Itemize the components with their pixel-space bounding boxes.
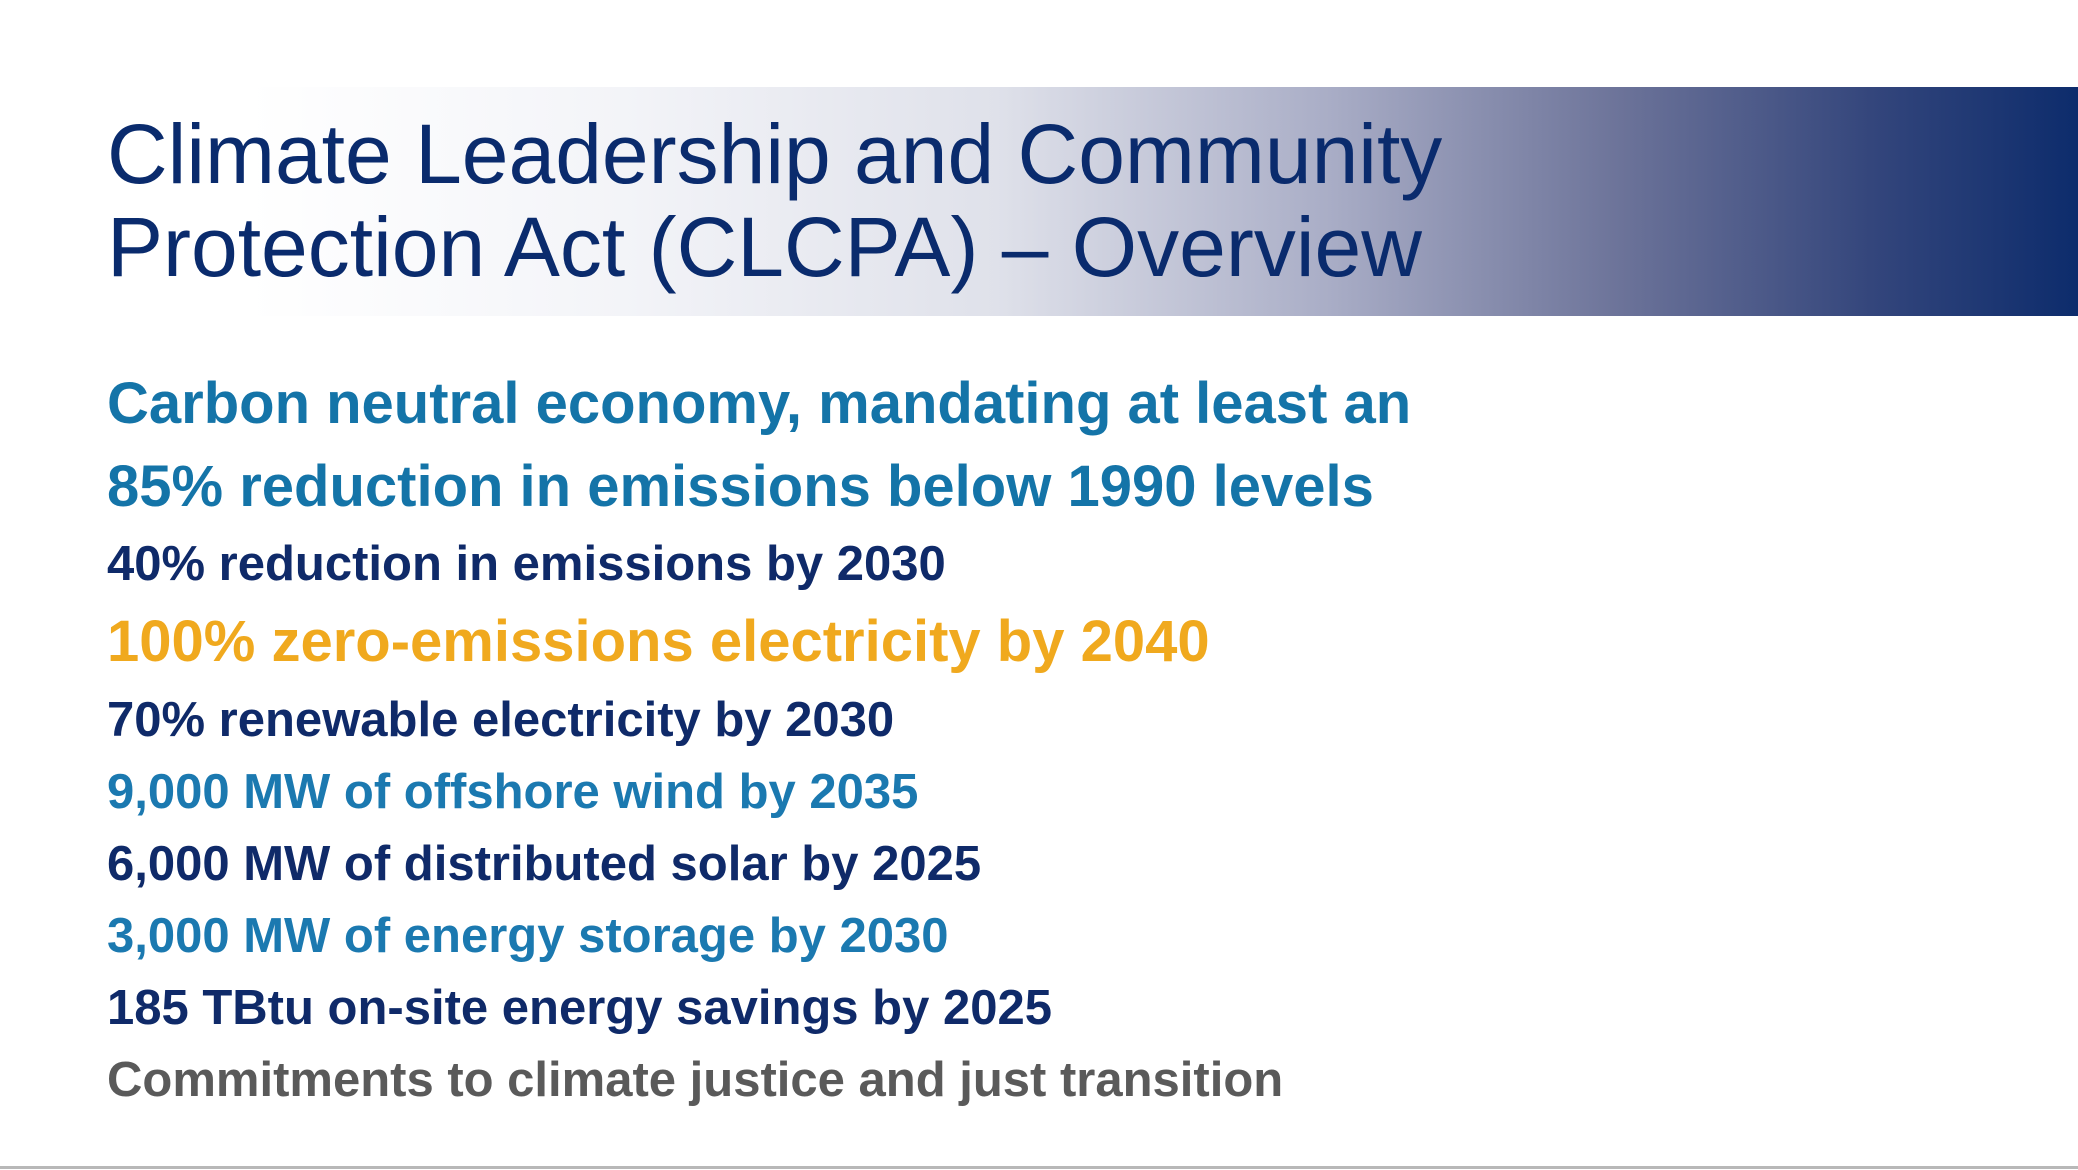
goal-emissions-2030: 40% reduction in emissions by 2030	[107, 537, 946, 591]
bottom-divider	[0, 1166, 2078, 1169]
goal-climate-justice: Commitments to climate justice and just …	[107, 1053, 1284, 1107]
goals-list: Carbon neutral economy, mandating at lea…	[107, 362, 1411, 1116]
slide-title-line-1: Climate Leadership and Community	[107, 107, 1443, 201]
title-gradient-band	[0, 87, 2078, 316]
slide-title: Climate Leadership and Community Protect…	[107, 108, 1442, 294]
goal-distributed-solar: 6,000 MW of distributed solar by 2025	[107, 837, 982, 891]
headline-line-2: 85% reduction in emissions below 1990 le…	[107, 454, 1374, 519]
goal-zero-emissions-electricity: 100% zero-emissions electricity by 2040	[107, 609, 1210, 674]
goal-energy-savings: 185 TBtu on-site energy savings by 2025	[107, 981, 1052, 1035]
goal-offshore-wind: 9,000 MW of offshore wind by 2035	[107, 765, 919, 819]
slide-title-line-2: Protection Act (CLCPA) – Overview	[107, 200, 1422, 294]
goal-energy-storage: 3,000 MW of energy storage by 2030	[107, 909, 949, 963]
headline-line-1: Carbon neutral economy, mandating at lea…	[107, 371, 1412, 436]
goal-renewable-electricity: 70% renewable electricity by 2030	[107, 693, 895, 747]
